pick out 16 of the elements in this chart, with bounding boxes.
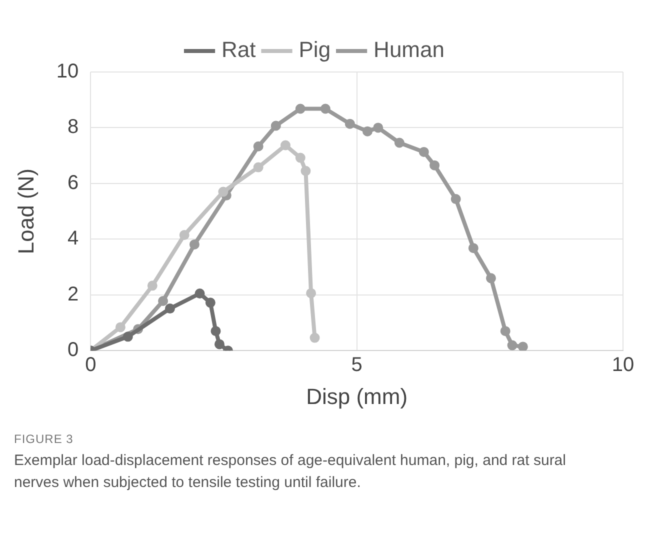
x-axis-title: Disp (mm) [306, 384, 408, 409]
y-axis-title: Load (N) [13, 168, 38, 254]
y-tick-label: 8 [68, 116, 79, 138]
x-tick-label: 0 [85, 354, 96, 376]
text: Exemplar load-displacement responses of age-equivalent human, pig, and rat sural nerves when subjected to tensile testing until failure. [14, 451, 567, 493]
y-tick-label: 0 [68, 339, 79, 362]
legend-label: Pig [298, 37, 331, 62]
y-tick-label: 6 [68, 172, 79, 194]
caption: FIGURE 3 [14, 431, 74, 448]
x-tick-label: 10 [612, 354, 634, 376]
legend-label: Rat [222, 37, 256, 62]
y-tick-label: 4 [68, 228, 79, 250]
x-tick-label: 5 [351, 354, 362, 376]
legend-label: Human [374, 37, 444, 62]
y-tick-label: 10 [56, 60, 79, 83]
y-tick-label: 2 [68, 283, 79, 306]
